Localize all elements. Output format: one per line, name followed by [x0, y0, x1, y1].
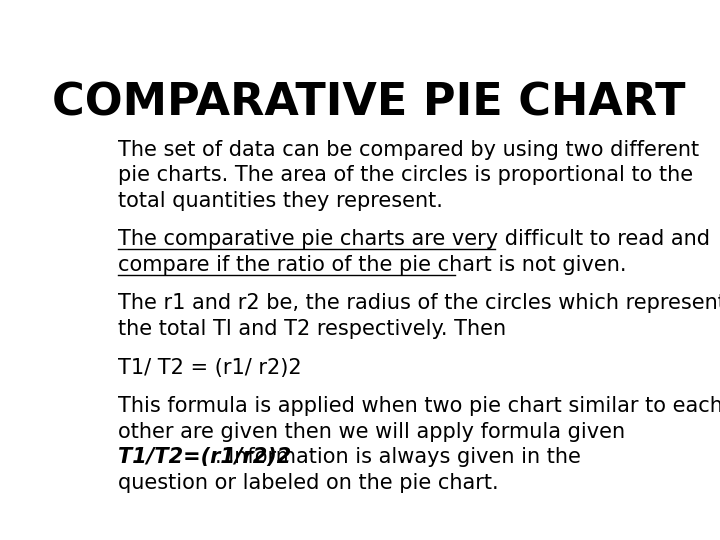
- Text: compare if the ratio of the pie chart is not given.: compare if the ratio of the pie chart is…: [118, 255, 626, 275]
- Text: COMPARATIVE PIE CHART: COMPARATIVE PIE CHART: [53, 82, 685, 124]
- Text: question or labeled on the pie chart.: question or labeled on the pie chart.: [118, 473, 498, 493]
- Text: total quantities they represent.: total quantities they represent.: [118, 191, 443, 211]
- Text: T1/T2=(r1/r2)2: T1/T2=(r1/r2)2: [118, 447, 291, 467]
- Text: T1/ T2 = (r1/ r2)2: T1/ T2 = (r1/ r2)2: [118, 357, 302, 377]
- Text: The comparative pie charts are very difficult to read and: The comparative pie charts are very diff…: [118, 230, 710, 249]
- Text: other are given then we will apply formula given: other are given then we will apply formu…: [118, 422, 625, 442]
- Text: This formula is applied when two pie chart similar to each: This formula is applied when two pie cha…: [118, 396, 720, 416]
- Text: The r1 and r2 be, the radius of the circles which represent: The r1 and r2 be, the radius of the circ…: [118, 294, 720, 314]
- Text: . Information is always given in the: . Information is always given in the: [215, 447, 581, 467]
- Text: the total Tl and T2 respectively. Then: the total Tl and T2 respectively. Then: [118, 319, 506, 339]
- Text: The set of data can be compared by using two different: The set of data can be compared by using…: [118, 140, 699, 160]
- Text: pie charts. The area of the circles is proportional to the: pie charts. The area of the circles is p…: [118, 165, 693, 185]
